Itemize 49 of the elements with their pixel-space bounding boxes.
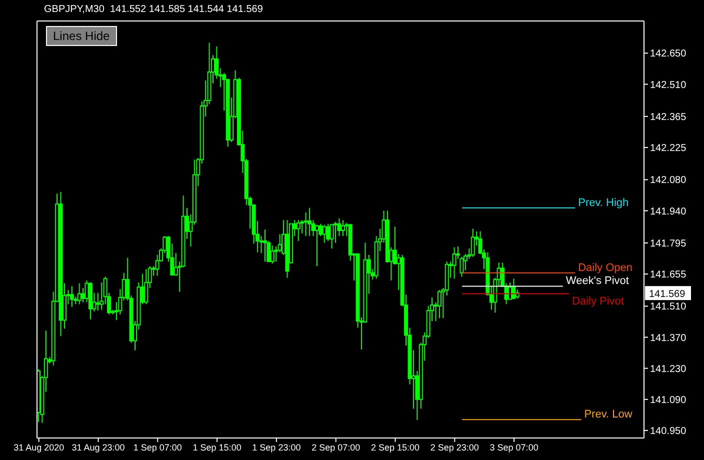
- ref-line-label: Daily Open: [578, 262, 633, 274]
- candlestick: [322, 224, 326, 244]
- candlestick: [452, 246, 456, 280]
- candlestick: [270, 245, 274, 264]
- candlestick: [77, 282, 82, 305]
- candlestick: [326, 223, 330, 242]
- ref-line-label: Prev. Low: [584, 408, 632, 421]
- y-tick-label: 141.655: [650, 270, 687, 281]
- ref-line-label: Daily Pivot: [572, 296, 624, 308]
- candlestick: [437, 289, 442, 319]
- y-tick-label: 141.090: [650, 394, 687, 406]
- x-tick-label: 31 Aug 23:00: [72, 442, 125, 452]
- candlestick: [296, 220, 300, 242]
- x-tick-label: 2 Sep 15:00: [370, 442, 420, 452]
- x-tick-label: 2 Sep 07:00: [312, 442, 360, 452]
- chart-title: GBPJPY,M30 141.552 141.585 141.544 141.569: [44, 4, 263, 15]
- x-tick-label: 31 Aug 2020: [14, 442, 64, 452]
- y-tick-label: 141.230: [650, 364, 687, 375]
- lines-hide-button: Lines Hide: [46, 26, 117, 46]
- y-tick-label: 141.370: [650, 332, 687, 344]
- candlestick: [512, 278, 516, 300]
- candlestick: [81, 287, 86, 303]
- candlestick: [144, 268, 148, 305]
- candlestick: [340, 220, 345, 237]
- y-tick-label: 140.950: [650, 426, 687, 438]
- y-tick-label: 141.940: [650, 206, 687, 218]
- x-tick-label: 1 Sep 23:00: [252, 442, 301, 452]
- candlestick: [308, 207, 312, 237]
- candlestick: [330, 223, 334, 249]
- y-tick-label: 142.080: [650, 175, 687, 186]
- y-tick-label: 141.795: [650, 238, 687, 250]
- y-tick-label: 142.225: [650, 143, 687, 154]
- candlestick: [470, 228, 475, 258]
- y-tick-label: 142.365: [650, 112, 687, 123]
- candlestick: [334, 222, 338, 244]
- ref-line-label: Prev. High: [578, 196, 629, 209]
- x-tick-label: 3 Sep 07:00: [490, 442, 538, 452]
- y-tick-label: 142.650: [650, 48, 687, 60]
- ref-line-label: Week's Pivot: [566, 275, 629, 288]
- y-tick-label: 141.510: [650, 302, 687, 313]
- x-tick-label: 1 Sep 07:00: [133, 442, 182, 452]
- candlestick: [304, 212, 308, 237]
- x-tick-label: 2 Sep 23:00: [430, 442, 479, 452]
- y-tick-label: 142.510: [650, 80, 687, 91]
- candlestick: [262, 229, 267, 262]
- candlestick: [96, 292, 100, 312]
- x-tick-label: 1 Sep 15:00: [192, 442, 242, 452]
- text: 141.569: [649, 289, 686, 300]
- candlestick: [70, 286, 74, 308]
